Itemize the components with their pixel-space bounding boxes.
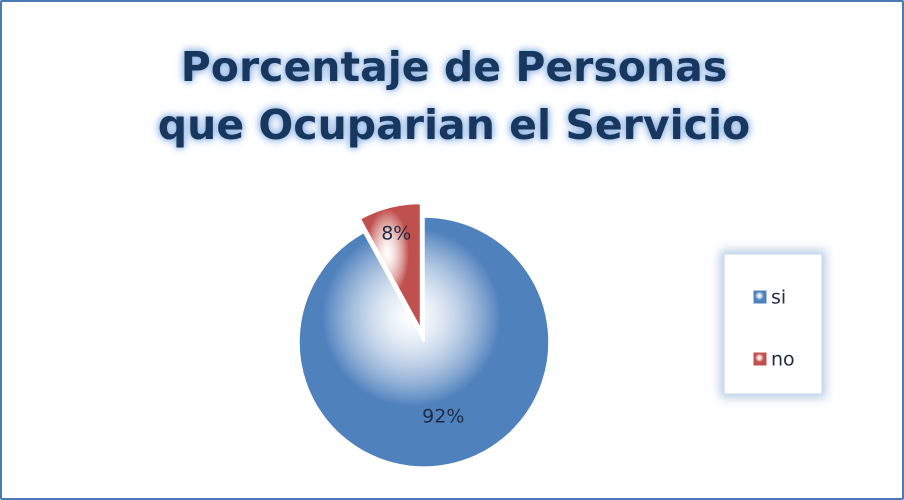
legend-box xyxy=(723,253,823,395)
legend-swatch xyxy=(753,352,767,366)
data-label: 92% xyxy=(422,406,464,428)
legend-label: si xyxy=(771,287,786,309)
legend-swatch xyxy=(753,290,767,304)
legend-label: no xyxy=(771,349,795,371)
pie-slice xyxy=(298,216,550,468)
data-label: 8% xyxy=(381,223,411,245)
chart-title: Porcentaje de Personas que Ocuparian el … xyxy=(157,43,751,149)
pie-slice xyxy=(359,202,422,329)
